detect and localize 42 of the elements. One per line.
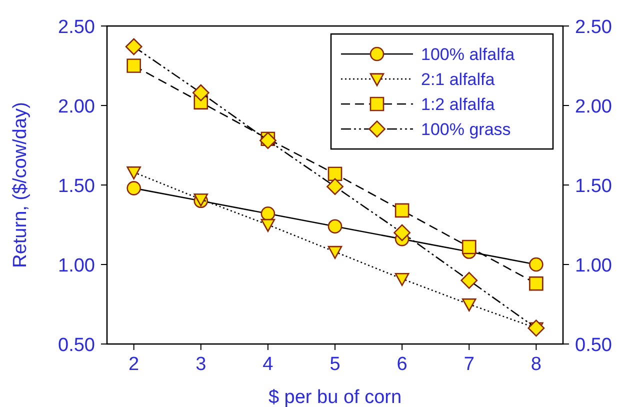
point <box>394 203 410 218</box>
x-tick-label: 3 <box>196 354 206 375</box>
y2-tick-label: 1.50 <box>575 176 612 197</box>
point <box>394 224 411 242</box>
x-tick-label: 5 <box>330 354 340 375</box>
legend-label: 100% alfalfa <box>421 45 516 64</box>
y-tick-label: 1.00 <box>58 256 95 276</box>
point <box>260 218 276 232</box>
y-tick-label: 2.00 <box>58 96 95 118</box>
point <box>529 257 544 272</box>
point <box>260 206 276 221</box>
y2-tick-label: 2.50 <box>575 17 612 38</box>
point <box>460 272 478 289</box>
x-tick-label: 4 <box>262 354 274 375</box>
legend-label: 2:1 alfalfa <box>421 70 496 89</box>
point <box>462 298 476 312</box>
y-tick-label: 0.50 <box>58 335 95 356</box>
point <box>192 84 210 102</box>
point <box>328 219 342 234</box>
y2-tick-label: 2.00 <box>575 96 612 118</box>
point <box>126 166 141 180</box>
x-tick-label: 2 <box>128 354 140 375</box>
point <box>328 246 342 259</box>
x-tick-label: 7 <box>464 354 474 375</box>
point <box>125 38 142 56</box>
point <box>126 58 141 73</box>
x-tick-label: 8 <box>530 354 542 375</box>
point <box>394 272 410 286</box>
y-axis-title: Return, ($/cow/day) <box>10 102 31 268</box>
point <box>462 240 476 254</box>
y2-tick-label: 0.50 <box>575 335 612 356</box>
point <box>328 166 342 182</box>
x-axis-title: $ per bu of corn <box>268 387 402 407</box>
point <box>529 276 544 291</box>
legend-label: 1:2 alfalfa <box>421 95 496 114</box>
y-tick-label: 1.50 <box>58 176 95 197</box>
x-tick-label: 6 <box>396 354 408 375</box>
point <box>326 178 344 196</box>
legend-label: 100% grass <box>421 120 511 139</box>
y-tick-label: 2.50 <box>58 17 95 38</box>
y2-tick-label: 1.00 <box>575 256 612 276</box>
point <box>126 181 141 196</box>
